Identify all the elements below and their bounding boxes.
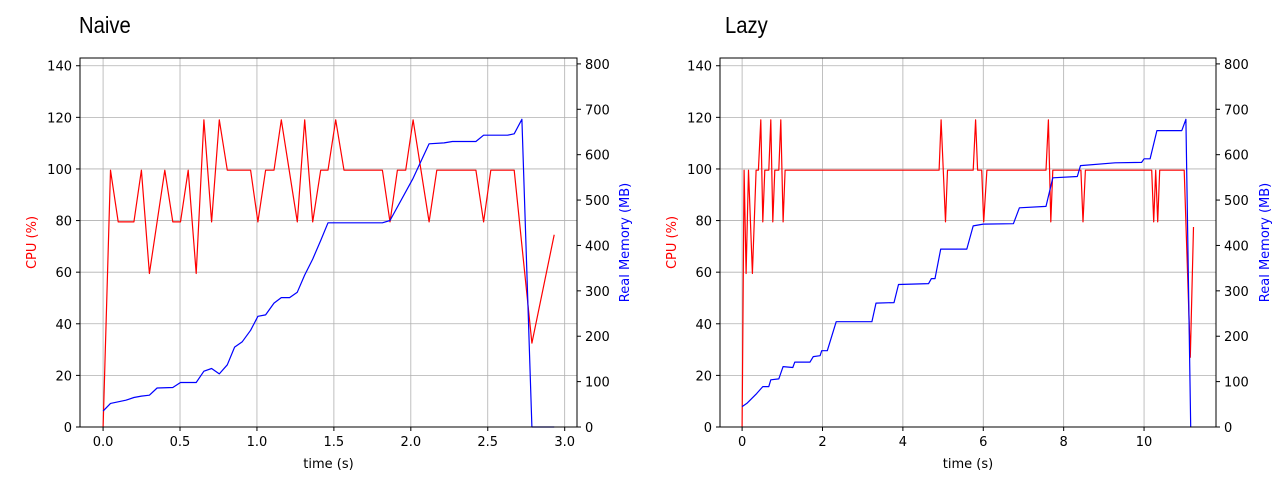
chart-title-lazy: Lazy [725,12,768,38]
y-tick-label: 80 [55,215,72,230]
y-right-tick-label: 400 [585,239,610,254]
x-axis-label: time (s) [943,457,993,472]
x-tick-label: 10 [1136,435,1153,450]
x-tick-label: 0 [738,435,746,450]
y-tick-label: 20 [55,369,72,384]
y-right-tick-label: 800 [1224,58,1249,73]
y-axis-label-memory: Real Memory (MB) [618,183,633,302]
x-tick-label: 2.0 [400,435,421,450]
x-tick-label: 0.5 [170,435,191,450]
x-tick-label: 6 [979,435,987,450]
chart-naive: 0.0 0.5 1.0 1.5 2.0 2.5 3.0 0 20 40 60 80 100 120 140 0… [25,57,633,472]
x-tick-label: 0.0 [93,435,114,450]
y-right-tick-label: 500 [585,194,610,209]
y-right-tick-label: 300 [1224,285,1249,300]
y-right-tick-label: 200 [1224,330,1249,345]
y-right-tick-label: 800 [585,58,610,73]
x-tick-label: 3.0 [554,435,575,450]
axes-frame [79,57,578,428]
memory-series-line [102,118,555,428]
y-tick-label: 140 [687,60,712,75]
y-right-tick-label: 500 [1224,194,1249,209]
x-tick-label: 4 [899,435,907,450]
x-axis-label: time (s) [303,457,353,472]
y-axis-label-cpu: CPU (%) [665,216,680,269]
x-tick-label: 2.5 [477,435,498,450]
x-tick-label: 1.5 [324,435,345,450]
y-tick-label: 40 [695,318,712,333]
y-tick-label: 120 [47,111,72,126]
y-right-tick-label: 400 [1224,239,1249,254]
memory-series-line [741,118,1192,428]
y-tick-label: 60 [55,266,72,281]
y-right-tick-label: 200 [585,330,610,345]
y-tick-label: 0 [64,421,72,436]
y-right-tick-label: 600 [1224,149,1249,164]
y-right-tick-label: 700 [585,103,610,118]
y-tick-label: 120 [687,111,712,126]
y-tick-label: 20 [695,369,712,384]
y-axis-label-memory: Real Memory (MB) [1258,183,1273,302]
y-tick-label: 40 [55,318,72,333]
x-tick-label: 2 [818,435,826,450]
y-tick-label: 0 [704,421,712,436]
y-tick-label: 80 [695,215,712,230]
y-tick-label: 140 [47,60,72,75]
y-right-tick-label: 0 [1224,421,1232,436]
axes-frame [719,57,1217,428]
y-tick-label: 100 [47,163,72,178]
chart-title-naive: Naive [79,12,131,38]
y-axis-label-cpu: CPU (%) [25,216,40,269]
y-right-tick-label: 0 [585,421,593,436]
x-tick-label: 1.0 [247,435,268,450]
chart-lazy: 0 2 4 6 8 10020406080100120140010020030040050… [665,57,1273,472]
y-right-tick-label: 100 [585,376,610,391]
y-right-tick-label: 600 [585,149,610,164]
y-right-tick-label: 100 [1224,376,1249,391]
y-right-tick-label: 700 [1224,103,1249,118]
y-tick-label: 100 [687,163,712,178]
cpu-series-line [741,119,1195,428]
x-tick-label: 8 [1060,435,1068,450]
y-tick-label: 60 [695,266,712,281]
cpu-series-line [102,119,555,428]
y-right-tick-label: 300 [585,285,610,300]
